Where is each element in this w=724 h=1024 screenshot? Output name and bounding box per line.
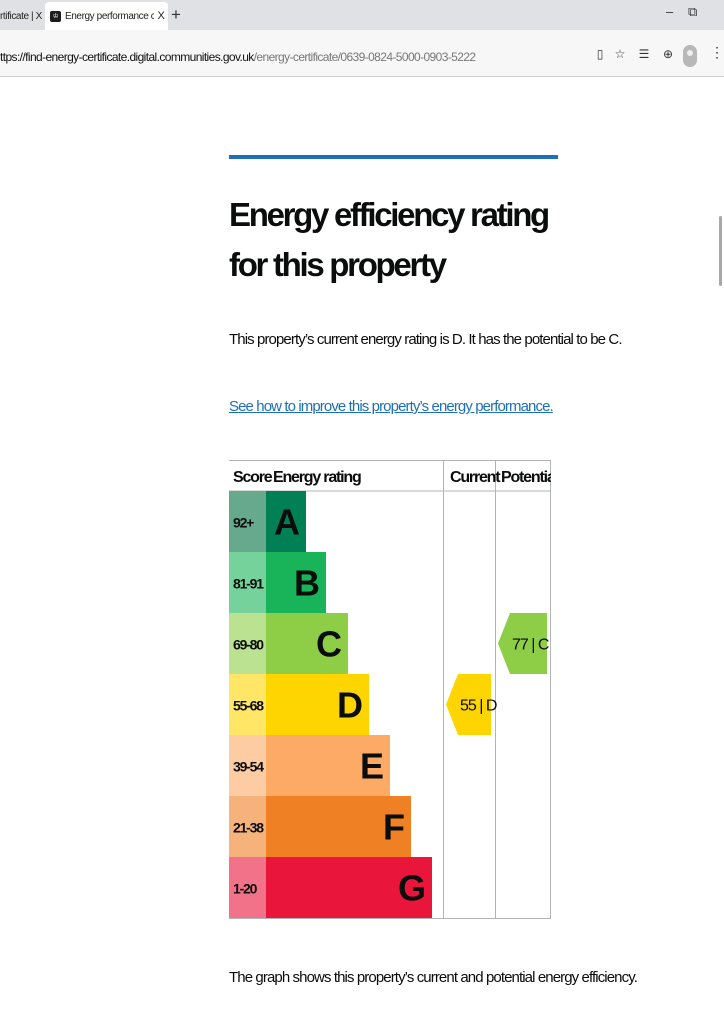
header-score: Score xyxy=(233,469,273,486)
score-cell xyxy=(229,552,266,613)
rating-band-bar xyxy=(266,857,432,918)
section-divider xyxy=(229,155,558,159)
minimize-icon[interactable]: – xyxy=(666,4,674,19)
browser-tab-bar: rtificate | X ♔ Energy performance certi… xyxy=(0,0,724,30)
rating-band-bar xyxy=(266,552,326,613)
score-range: 69-80 xyxy=(233,637,264,653)
rating-band-letter: B xyxy=(294,563,320,604)
rating-band-letter: E xyxy=(360,746,384,787)
rating-band-bar xyxy=(266,735,390,796)
collections-icon[interactable]: ⊕ xyxy=(662,47,674,61)
current-rating-arrow xyxy=(446,674,491,735)
rating-band-bar xyxy=(266,796,411,857)
header-current: Current xyxy=(450,469,501,486)
restore-window-icon[interactable]: ⧉ xyxy=(688,4,698,19)
browser-tab-active[interactable]: ♔ Energy performance certificate ( X xyxy=(45,2,168,30)
new-tab-button[interactable]: + xyxy=(171,5,181,24)
score-range: 81-91 xyxy=(233,576,264,592)
rating-band-letter: A xyxy=(274,502,300,543)
profile-icon[interactable] xyxy=(683,45,697,67)
rating-band-letter: C xyxy=(316,624,342,665)
score-range: 1-20 xyxy=(233,881,258,897)
score-cell xyxy=(229,796,266,857)
potential-rating-arrow xyxy=(498,613,547,674)
rating-band-letter: G xyxy=(398,868,426,909)
reader-mode-icon[interactable]: ▯ xyxy=(596,47,604,61)
rating-band-letter: D xyxy=(337,685,363,726)
score-range: 55-68 xyxy=(233,698,264,714)
score-range: 92+ xyxy=(233,515,254,531)
rating-band-bar xyxy=(266,491,306,552)
score-cell xyxy=(229,857,266,918)
favorites-list-icon[interactable]: ☰ xyxy=(638,47,650,61)
potential-rating-label: 77 | C xyxy=(512,637,549,654)
address-bar[interactable]: ttps://find-energy-certificate.digital.c… xyxy=(0,30,724,77)
page-heading: Energy efficiency rating for this proper… xyxy=(229,196,550,283)
graph-caption: The graph shows this property’s current … xyxy=(229,969,638,986)
rating-band-letter: F xyxy=(383,807,405,848)
url-path: /energy-certificate/0639-0824-5000-0903-… xyxy=(253,50,476,64)
favorite-icon[interactable]: ☆ xyxy=(614,47,626,61)
rating-band-bar xyxy=(266,613,348,674)
rating-band-bar xyxy=(266,674,369,735)
score-range: 21-38 xyxy=(233,820,264,836)
tab-title: Energy performance certificate ( xyxy=(65,10,154,22)
close-tab-icon[interactable]: X xyxy=(157,10,165,22)
improve-energy-link[interactable]: See how to improve this property’s energ… xyxy=(229,398,554,415)
score-cell xyxy=(229,613,266,674)
score-cell xyxy=(229,674,266,735)
rating-summary: This property’s current energy rating is… xyxy=(229,331,622,348)
score-range: 39-54 xyxy=(233,759,264,775)
current-rating-label: 55 | D xyxy=(460,698,497,715)
header-potential: Potential xyxy=(501,469,551,486)
header-energy-rating: Energy rating xyxy=(273,469,361,486)
score-cell xyxy=(229,735,266,796)
browser-tab-previous[interactable]: rtificate | X xyxy=(0,2,44,30)
more-icon[interactable]: ⋮ xyxy=(710,44,724,60)
url-host: ttps://find-energy-certificate.digital.c… xyxy=(0,50,254,64)
site-favicon-icon: ♔ xyxy=(50,10,61,22)
page-scrollbar-thumb[interactable] xyxy=(719,216,722,286)
url-text[interactable]: ttps://find-energy-certificate.digital.c… xyxy=(0,50,476,64)
tab-title: rtificate | X xyxy=(0,10,42,22)
score-cell xyxy=(229,491,266,552)
